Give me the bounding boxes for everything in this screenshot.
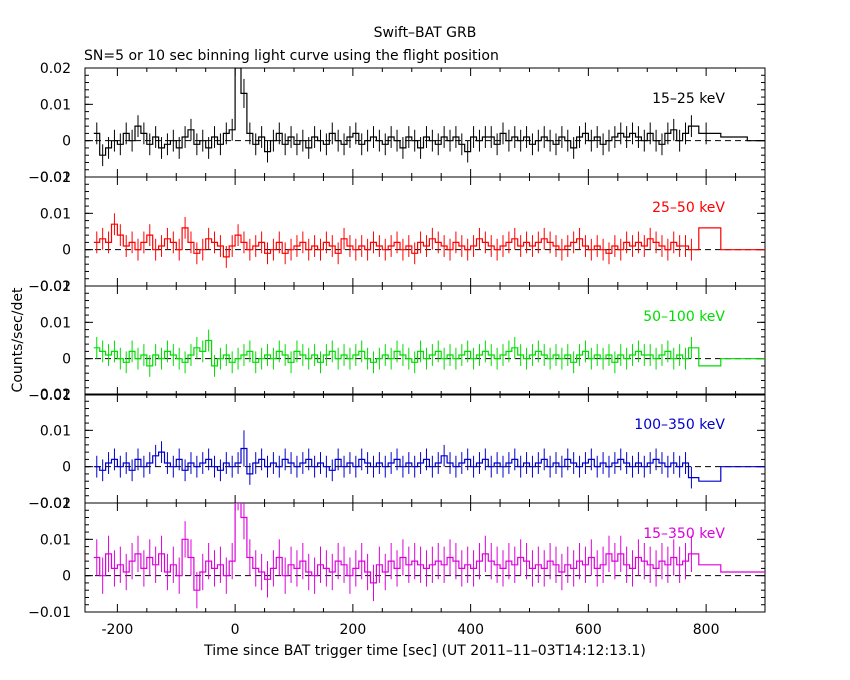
series-1 bbox=[93, 68, 765, 167]
band-label: 25–50 keV bbox=[652, 200, 725, 216]
y-tick-label: 0.01 bbox=[40, 206, 71, 222]
y-tick-label: 0 bbox=[62, 460, 71, 476]
series-line bbox=[93, 339, 765, 367]
panel-4: −0.01 0 0.01 0.02 100–350 keV bbox=[28, 387, 766, 512]
y-tick-label: 0.02 bbox=[40, 279, 71, 295]
y-tick-label: −0.01 bbox=[28, 279, 71, 295]
series-line bbox=[93, 503, 765, 591]
band-label: 15–350 keV bbox=[643, 526, 725, 542]
y-tick-label: −0.01 bbox=[28, 605, 71, 621]
x-axis-label: Time since BAT trigger time [sec] (UT 20… bbox=[203, 643, 646, 659]
y-tick-label: 0.02 bbox=[40, 170, 71, 186]
y-tick-label: −0.01 bbox=[28, 496, 71, 512]
panel-frame bbox=[84, 393, 766, 504]
series-line bbox=[93, 447, 765, 482]
panel-3: −0.01 0 0.01 0.02 50–100 keV bbox=[28, 279, 766, 404]
series-3 bbox=[93, 329, 765, 377]
y-tick-label: 0.02 bbox=[40, 496, 71, 512]
band-label: 15–25 keV bbox=[652, 91, 725, 107]
panel-frame bbox=[84, 285, 766, 396]
panel-frame bbox=[84, 67, 766, 178]
band-label: 50–100 keV bbox=[643, 309, 725, 325]
chart-title: Swift–BAT GRB bbox=[374, 25, 477, 41]
y-axis-label: Counts/sec/det bbox=[10, 287, 26, 392]
series-line bbox=[93, 223, 765, 258]
series-line bbox=[93, 68, 765, 156]
y-tick-label: 0.02 bbox=[40, 61, 71, 77]
x-tick-label: 0 bbox=[231, 622, 240, 638]
y-tick-label: 0.01 bbox=[40, 423, 71, 439]
series-4 bbox=[93, 430, 765, 489]
series-5 bbox=[93, 503, 765, 609]
panel-2: −0.01 0 0.01 0.02 25–50 keV bbox=[28, 170, 766, 295]
y-tick-label: 0.02 bbox=[40, 387, 71, 403]
y-tick-label: 0.01 bbox=[40, 315, 71, 331]
panel-5: −0.01 0 0.01 0.02 15–350 keV bbox=[28, 496, 766, 621]
x-tick-label: 800 bbox=[693, 622, 720, 638]
band-label: 100–350 keV bbox=[634, 417, 725, 433]
y-tick-label: 0 bbox=[62, 352, 71, 368]
y-tick-label: 0.01 bbox=[40, 97, 71, 113]
panel-frame bbox=[84, 176, 766, 287]
y-tick-label: 0.01 bbox=[40, 532, 71, 548]
y-tick-label: 0 bbox=[62, 134, 71, 150]
series-2 bbox=[93, 213, 765, 268]
x-tick-label: 600 bbox=[575, 622, 602, 638]
panel-1: −0.01 0 0.01 0.02 15–25 keV bbox=[28, 61, 766, 186]
chart-subtitle: SN=5 or 10 sec binning light curve using… bbox=[84, 48, 499, 64]
x-tick-label: 400 bbox=[457, 622, 484, 638]
y-tick-label: −0.01 bbox=[28, 170, 71, 186]
panel-frame bbox=[84, 502, 766, 613]
panels-group: −0.01 0 0.01 0.02 15–25 keV −0.01 0 0.01 0.02 25–… bbox=[28, 61, 766, 638]
x-tick-label: 200 bbox=[340, 622, 367, 638]
y-tick-label: 0 bbox=[62, 569, 71, 585]
x-tick-label: -200 bbox=[101, 622, 133, 638]
y-tick-label: 0 bbox=[62, 243, 71, 259]
y-tick-label: −0.01 bbox=[28, 388, 71, 404]
